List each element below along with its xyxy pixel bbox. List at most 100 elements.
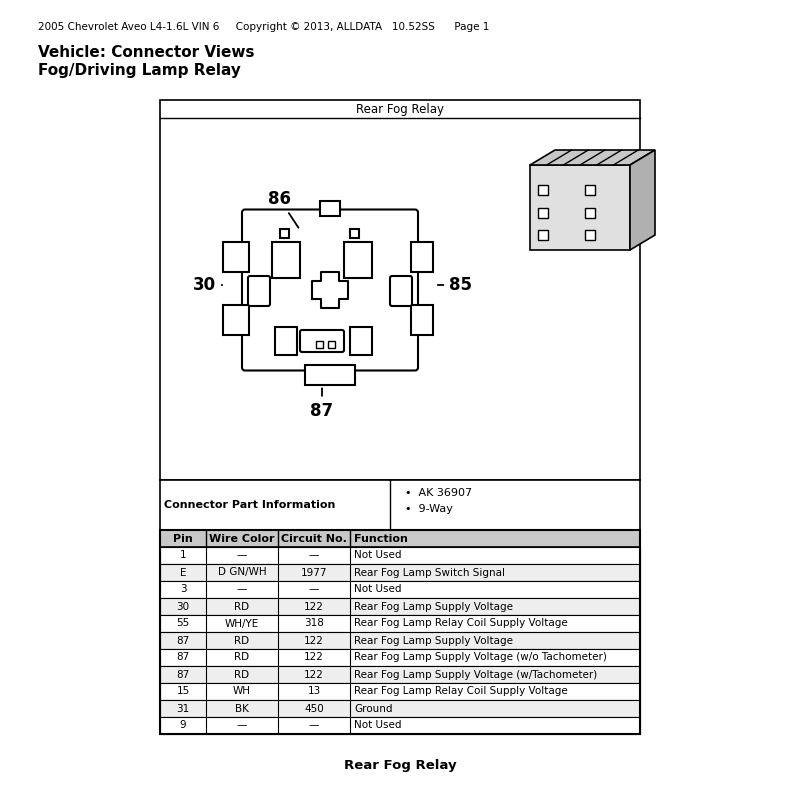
Text: 318: 318 xyxy=(304,618,324,629)
Text: 2005 Chevrolet Aveo L4-1.6L VIN 6     Copyright © 2013, ALLDATA   10.52SS      P: 2005 Chevrolet Aveo L4-1.6L VIN 6 Copyri… xyxy=(38,22,490,32)
Bar xyxy=(160,717,640,734)
Bar xyxy=(275,327,297,355)
Bar xyxy=(160,700,640,717)
Text: •  AK 36907: • AK 36907 xyxy=(405,488,472,498)
Bar xyxy=(160,581,640,598)
Text: 1: 1 xyxy=(180,550,186,561)
Polygon shape xyxy=(630,150,655,250)
Text: Rear Fog Lamp Relay Coil Supply Voltage: Rear Fog Lamp Relay Coil Supply Voltage xyxy=(354,618,568,629)
Text: 87: 87 xyxy=(176,635,190,646)
Text: Not Used: Not Used xyxy=(354,721,402,730)
FancyBboxPatch shape xyxy=(300,330,344,352)
FancyBboxPatch shape xyxy=(242,210,418,370)
Text: 122: 122 xyxy=(304,635,324,646)
Text: Not Used: Not Used xyxy=(354,585,402,594)
Bar xyxy=(585,230,595,240)
Bar xyxy=(316,341,323,348)
Bar xyxy=(160,530,640,734)
Text: BK: BK xyxy=(235,703,249,714)
Bar xyxy=(160,632,640,649)
Text: 15: 15 xyxy=(176,686,190,697)
Text: 30: 30 xyxy=(193,276,222,294)
Text: 13: 13 xyxy=(307,686,321,697)
Text: 87: 87 xyxy=(176,653,190,662)
Bar xyxy=(538,208,548,218)
Text: RD: RD xyxy=(234,602,250,611)
Bar xyxy=(305,365,355,385)
Text: 85: 85 xyxy=(438,276,472,294)
Bar xyxy=(328,341,335,348)
Bar xyxy=(411,242,433,272)
Text: —: — xyxy=(237,721,247,730)
Text: 87: 87 xyxy=(310,388,334,419)
Text: Wire Color: Wire Color xyxy=(210,534,274,543)
Text: 9: 9 xyxy=(180,721,186,730)
Bar xyxy=(312,281,348,299)
Text: Rear Fog Lamp Supply Voltage: Rear Fog Lamp Supply Voltage xyxy=(354,602,513,611)
Text: —: — xyxy=(309,721,319,730)
Text: Rear Fog Lamp Relay Coil Supply Voltage: Rear Fog Lamp Relay Coil Supply Voltage xyxy=(354,686,568,697)
Bar xyxy=(411,305,433,335)
Text: 31: 31 xyxy=(176,703,190,714)
Text: WH: WH xyxy=(233,686,251,697)
Text: 122: 122 xyxy=(304,602,324,611)
Text: Rear Fog Lamp Supply Voltage (w/o Tachometer): Rear Fog Lamp Supply Voltage (w/o Tachom… xyxy=(354,653,607,662)
Text: Rear Fog Relay: Rear Fog Relay xyxy=(356,102,444,115)
Bar xyxy=(320,201,340,215)
Text: •  9-Way: • 9-Way xyxy=(405,504,453,514)
Bar xyxy=(223,242,249,272)
Text: 122: 122 xyxy=(304,670,324,679)
Text: 87: 87 xyxy=(176,670,190,679)
Text: 30: 30 xyxy=(177,602,190,611)
Text: RD: RD xyxy=(234,653,250,662)
Text: 1977: 1977 xyxy=(301,567,327,578)
Polygon shape xyxy=(530,150,655,165)
Bar xyxy=(350,229,359,238)
Text: 55: 55 xyxy=(176,618,190,629)
Bar xyxy=(321,272,339,308)
Bar xyxy=(160,615,640,632)
Bar xyxy=(350,327,372,355)
Text: E: E xyxy=(180,567,186,578)
Bar xyxy=(160,530,640,547)
Bar xyxy=(160,683,640,700)
Bar xyxy=(160,100,640,480)
Text: Vehicle: Connector Views: Vehicle: Connector Views xyxy=(38,45,254,60)
Text: D GN/WH: D GN/WH xyxy=(218,567,266,578)
Text: RD: RD xyxy=(234,670,250,679)
Text: Function: Function xyxy=(354,534,408,543)
Text: —: — xyxy=(309,585,319,594)
Text: Pin: Pin xyxy=(173,534,193,543)
Bar xyxy=(160,598,640,615)
Bar xyxy=(272,242,300,278)
Text: Rear Fog Lamp Switch Signal: Rear Fog Lamp Switch Signal xyxy=(354,567,505,578)
Bar xyxy=(160,547,640,564)
Bar xyxy=(280,229,289,238)
Bar xyxy=(585,185,595,195)
Bar xyxy=(538,230,548,240)
Text: Circuit No.: Circuit No. xyxy=(281,534,347,543)
Text: Connector Part Information: Connector Part Information xyxy=(164,500,335,510)
Text: 122: 122 xyxy=(304,653,324,662)
Text: Rear Fog Lamp Supply Voltage: Rear Fog Lamp Supply Voltage xyxy=(354,635,513,646)
Bar xyxy=(344,242,372,278)
Text: Fog/Driving Lamp Relay: Fog/Driving Lamp Relay xyxy=(38,63,241,78)
Text: —: — xyxy=(309,550,319,561)
Text: 450: 450 xyxy=(304,703,324,714)
Bar xyxy=(160,649,640,666)
Bar xyxy=(585,208,595,218)
Bar xyxy=(538,185,548,195)
Text: Rear Fog Lamp Supply Voltage (w/Tachometer): Rear Fog Lamp Supply Voltage (w/Tachomet… xyxy=(354,670,598,679)
Text: Rear Fog Relay: Rear Fog Relay xyxy=(344,759,456,772)
Bar xyxy=(530,165,630,250)
Bar xyxy=(160,666,640,683)
Text: WH/YE: WH/YE xyxy=(225,618,259,629)
FancyBboxPatch shape xyxy=(248,276,270,306)
Text: —: — xyxy=(237,550,247,561)
Text: Not Used: Not Used xyxy=(354,550,402,561)
Text: Ground: Ground xyxy=(354,703,393,714)
Bar xyxy=(160,480,640,530)
Bar xyxy=(160,564,640,581)
Text: 86: 86 xyxy=(268,190,298,228)
Text: 3: 3 xyxy=(180,585,186,594)
